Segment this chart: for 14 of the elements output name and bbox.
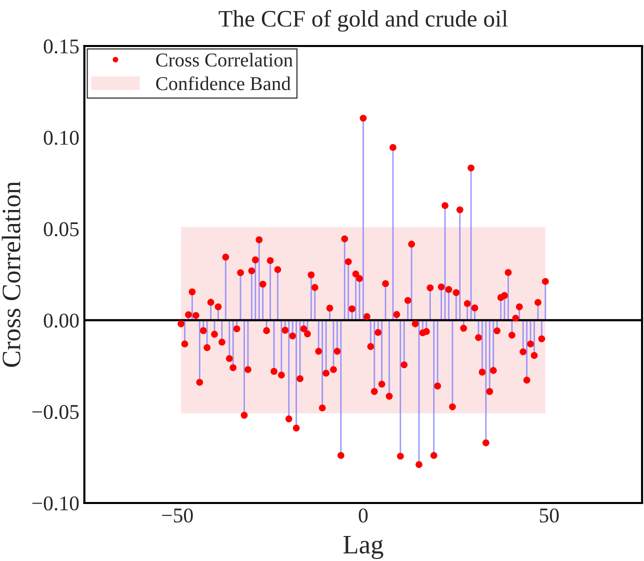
- y-tick-label: −0.10: [32, 496, 79, 511]
- x-tick-label: 50: [540, 508, 559, 523]
- chart-title: The CCF of gold and crude oil: [218, 10, 508, 32]
- x-tick-label: −50: [162, 508, 193, 523]
- x-axis-title: Lag: [343, 536, 384, 560]
- y-tick-label: 0.00: [44, 314, 79, 328]
- y-tick-label: −0.05: [32, 404, 79, 420]
- x-tick-label: 0: [358, 508, 368, 523]
- y-tick-label: 0.05: [44, 222, 79, 236]
- y-tick-label: 0.10: [44, 130, 79, 145]
- y-axis-title: Cross Correlation: [2, 181, 20, 367]
- y-tick-label: 0.15: [44, 39, 79, 54]
- legend-label: Confidence Band: [156, 76, 291, 90]
- legend-label: Cross Correlation: [156, 52, 293, 67]
